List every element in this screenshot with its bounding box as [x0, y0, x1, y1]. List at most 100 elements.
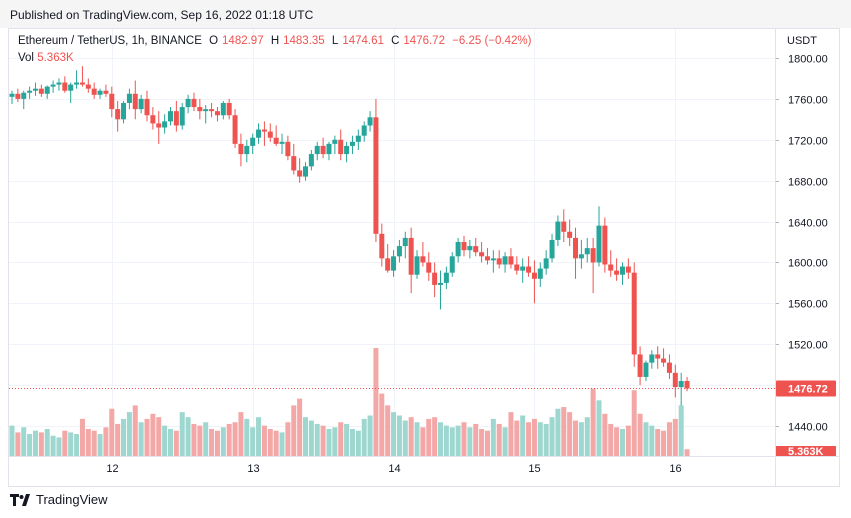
candle-body[interactable]	[625, 266, 631, 273]
candle-body[interactable]	[344, 145, 350, 155]
candle-body[interactable]	[461, 242, 467, 251]
candle-body[interactable]	[467, 246, 473, 251]
candle-body[interactable]	[661, 358, 667, 363]
candle-body[interactable]	[549, 239, 555, 259]
candle-body[interactable]	[602, 225, 608, 265]
candle-body[interactable]	[279, 141, 285, 144]
candle-body[interactable]	[543, 258, 549, 269]
candle-body[interactable]	[573, 237, 579, 259]
candle-body[interactable]	[203, 109, 209, 112]
candle-body[interactable]	[496, 258, 502, 265]
candle-body[interactable]	[173, 111, 179, 126]
candle-body[interactable]	[126, 93, 132, 103]
candle-body[interactable]	[666, 362, 672, 373]
candle-body[interactable]	[144, 98, 150, 116]
candle-body[interactable]	[179, 107, 185, 126]
candle-body[interactable]	[678, 381, 684, 388]
candle-body[interactable]	[438, 282, 444, 285]
candle-body[interactable]	[608, 264, 614, 271]
candle-body[interactable]	[490, 258, 496, 261]
candle-body[interactable]	[414, 256, 420, 275]
candle-body[interactable]	[391, 256, 397, 271]
candle-body[interactable]	[132, 93, 138, 110]
candle-body[interactable]	[479, 252, 485, 257]
candle-body[interactable]	[637, 354, 643, 377]
candle-body[interactable]	[185, 98, 191, 108]
candle-body[interactable]	[655, 354, 661, 359]
candle-body[interactable]	[156, 123, 162, 128]
candle-body[interactable]	[109, 93, 115, 110]
candle-body[interactable]	[449, 256, 455, 273]
candle-body[interactable]	[631, 272, 637, 355]
candle-body[interactable]	[38, 88, 44, 94]
candle-body[interactable]	[526, 266, 532, 273]
candle-body[interactable]	[320, 145, 326, 155]
candle-body[interactable]	[373, 117, 379, 234]
candle-body[interactable]	[250, 137, 256, 146]
candle-body[interactable]	[420, 256, 426, 263]
candle-body[interactable]	[162, 121, 168, 128]
candle-body[interactable]	[408, 237, 414, 275]
candle-body[interactable]	[103, 90, 109, 94]
candle-body[interactable]	[267, 131, 273, 138]
candle-body[interactable]	[614, 270, 620, 275]
candle-body[interactable]	[649, 354, 655, 363]
candle-body[interactable]	[115, 109, 121, 120]
candle-body[interactable]	[220, 102, 226, 116]
candle-body[interactable]	[432, 272, 438, 285]
candle-body[interactable]	[502, 256, 508, 265]
candle-body[interactable]	[285, 141, 291, 157]
candle-body[interactable]	[584, 248, 590, 255]
candle-body[interactable]	[314, 145, 320, 155]
candle-body[interactable]	[402, 237, 408, 247]
candle-body[interactable]	[672, 372, 678, 388]
candle-body[interactable]	[367, 117, 373, 126]
candle-body[interactable]	[62, 82, 68, 91]
candle-body[interactable]	[567, 231, 573, 238]
candle-body[interactable]	[349, 141, 355, 146]
candle-body[interactable]	[197, 107, 203, 112]
candle-body[interactable]	[121, 102, 127, 120]
candle-body[interactable]	[273, 137, 279, 144]
candle-body[interactable]	[50, 84, 56, 87]
candle-body[interactable]	[261, 129, 267, 132]
candle-body[interactable]	[578, 254, 584, 259]
candle-body[interactable]	[590, 248, 596, 263]
candle-body[interactable]	[238, 143, 244, 155]
candle-body[interactable]	[537, 268, 543, 279]
candle-body[interactable]	[297, 170, 303, 177]
candle-body[interactable]	[27, 90, 33, 93]
candle-body[interactable]	[79, 82, 85, 85]
candle-body[interactable]	[520, 266, 526, 271]
candle-body[interactable]	[209, 109, 215, 112]
candle-body[interactable]	[338, 139, 344, 155]
candle-body[interactable]	[455, 242, 461, 257]
candle-body[interactable]	[596, 225, 602, 263]
candle-body[interactable]	[244, 145, 250, 155]
candle-body[interactable]	[9, 93, 15, 97]
candle-body[interactable]	[385, 258, 391, 271]
candle-body[interactable]	[484, 256, 490, 261]
candle-body[interactable]	[561, 221, 567, 232]
candle-body[interactable]	[308, 154, 314, 167]
candle-body[interactable]	[68, 84, 74, 91]
candle-body[interactable]	[332, 139, 338, 144]
candle-body[interactable]	[514, 264, 520, 271]
candle-body[interactable]	[326, 143, 332, 155]
candle-body[interactable]	[303, 166, 308, 177]
candle-body[interactable]	[291, 156, 297, 171]
candle-body[interactable]	[232, 115, 238, 144]
candle-body[interactable]	[15, 93, 21, 99]
candle-body[interactable]	[97, 90, 103, 95]
candle-body[interactable]	[473, 246, 479, 253]
candle-body[interactable]	[619, 266, 625, 275]
candle-body[interactable]	[643, 362, 649, 377]
candle-body[interactable]	[684, 381, 690, 389]
candle-body[interactable]	[74, 82, 80, 85]
candle-body[interactable]	[32, 88, 38, 91]
candle-body[interactable]	[508, 256, 514, 265]
candle-body[interactable]	[191, 98, 197, 108]
candle-body[interactable]	[85, 84, 91, 89]
candle-body[interactable]	[138, 98, 144, 110]
